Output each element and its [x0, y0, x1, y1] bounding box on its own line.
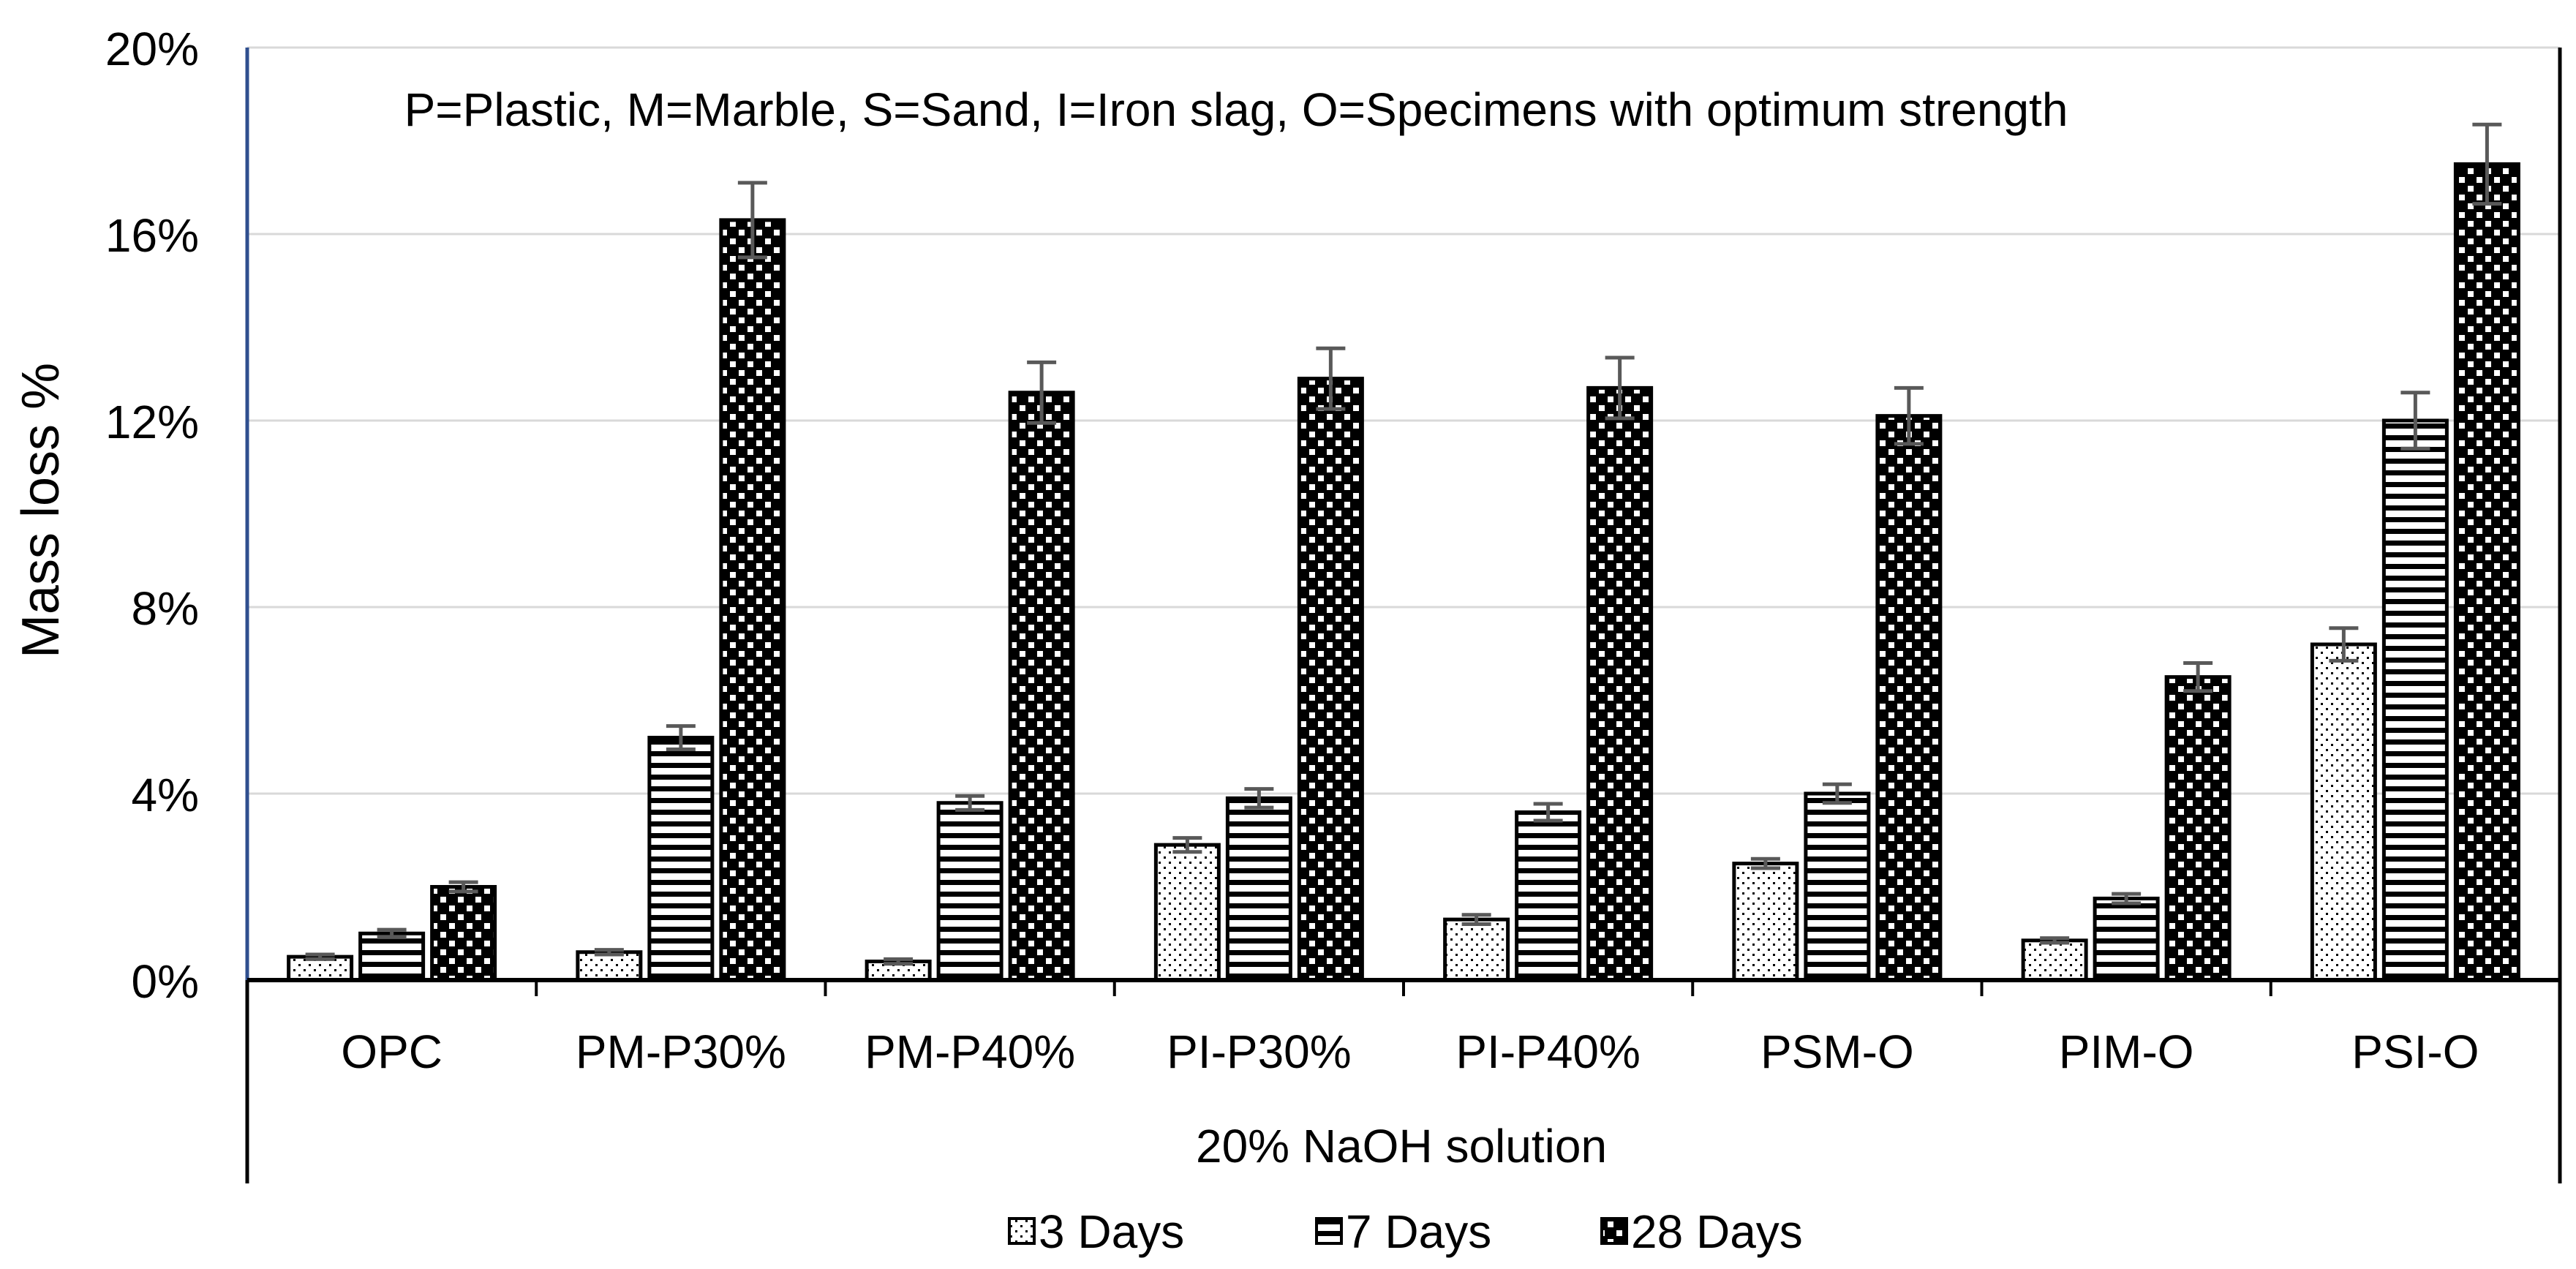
error-bar-pi-p40pct-3-days — [1461, 913, 1491, 926]
bar-opc-28-days — [430, 885, 497, 982]
y-tick-label-2: 8% — [132, 582, 200, 635]
error-bar-psi-o-3-days — [2329, 626, 2359, 663]
y-tick-label-0: 0% — [132, 955, 200, 1008]
bar-psi-o-3-days — [2310, 642, 2377, 982]
error-bar-psi-o-28-days — [2472, 122, 2502, 206]
error-bar-pi-p30pct-3-days — [1172, 836, 1202, 854]
legend-item-3-days: 3 Days — [1008, 1205, 1184, 1258]
error-bar-opc-3-days — [305, 952, 335, 961]
error-bar-opc-28-days — [448, 880, 478, 894]
bar-psi-o-28-days — [2453, 162, 2520, 982]
bar-pi-p30pct-3-days — [1153, 843, 1221, 982]
bar-pm-p40pct-28-days — [1008, 391, 1075, 982]
bar-pim-o-7-days — [2093, 896, 2160, 982]
bars-layer — [287, 162, 2520, 982]
error-bar-pim-o-7-days — [2112, 892, 2142, 905]
bar-psm-o-28-days — [1875, 414, 1943, 982]
legend-label-28-days: 28 Days — [1631, 1205, 1803, 1258]
bar-psm-o-7-days — [1804, 791, 1871, 982]
bar-pi-p40pct-7-days — [1515, 810, 1582, 982]
error-bar-pm-p30pct-7-days — [666, 724, 696, 751]
category-label-pi-p30pct: PI-P30% — [1167, 1025, 1352, 1078]
error-bar-psm-o-3-days — [1750, 856, 1780, 870]
axes-layer — [245, 48, 2562, 1183]
y-tick-labels: 0% 4% 8% 12% 16% 20% — [105, 23, 199, 1008]
y-tick-label-1: 4% — [132, 769, 200, 821]
error-bar-opc-7-days — [377, 927, 407, 939]
bar-pim-o-3-days — [2021, 938, 2088, 982]
legend-swatch-3-days — [1008, 1217, 1036, 1245]
category-label-psi-o: PSI-O — [2351, 1025, 2479, 1078]
legend-item-28-days: 28 Days — [1600, 1205, 1803, 1258]
legend-item-7-days: 7 Days — [1315, 1205, 1491, 1258]
y-tick-label-3: 12% — [105, 396, 199, 448]
bar-pi-p40pct-3-days — [1443, 917, 1510, 982]
error-bar-pm-p30pct-3-days — [594, 948, 624, 957]
error-bar-psi-o-7-days — [2400, 391, 2430, 451]
category-label-pm-p40pct: PM-P40% — [865, 1025, 1075, 1078]
bar-pi-p30pct-28-days — [1297, 377, 1364, 982]
error-bar-pm-p30pct-28-days — [737, 181, 767, 260]
error-bar-pi-p40pct-7-days — [1533, 802, 1563, 823]
category-label-pi-p40pct: PI-P40% — [1455, 1025, 1641, 1078]
bar-pm-p30pct-3-days — [576, 950, 643, 982]
error-bar-pm-p40pct-7-days — [955, 794, 985, 812]
bar-pm-p30pct-28-days — [719, 218, 786, 982]
error-bar-pi-p30pct-28-days — [1316, 346, 1346, 411]
error-bar-pm-p40pct-3-days — [884, 957, 914, 966]
chart-annotation: P=Plastic, M=Marble, S=Sand, I=Iron slag… — [404, 83, 2068, 136]
bar-pi-p30pct-7-days — [1225, 796, 1292, 982]
error-bar-pm-p40pct-28-days — [1027, 360, 1057, 425]
error-bar-pi-p40pct-28-days — [1605, 355, 1635, 421]
error-bar-psm-o-7-days — [1822, 782, 1852, 805]
error-bar-psm-o-28-days — [1894, 385, 1924, 446]
y-axis-label: Mass loss % — [12, 363, 70, 658]
legend: 3 Days 7 Days 28 Days — [1008, 1205, 1803, 1258]
bar-psi-o-7-days — [2381, 418, 2449, 982]
legend-label-3-days: 3 Days — [1039, 1205, 1184, 1258]
bar-pi-p40pct-28-days — [1586, 385, 1654, 982]
category-label-psm-o: PSM-O — [1760, 1025, 1914, 1078]
category-label-pm-p30pct: PM-P30% — [576, 1025, 786, 1078]
bar-pm-p40pct-7-days — [936, 801, 1003, 982]
error-bars-layer — [305, 122, 2502, 966]
legend-swatch-7-days — [1315, 1217, 1343, 1245]
bar-opc-7-days — [358, 931, 426, 982]
bar-psm-o-3-days — [1732, 862, 1799, 982]
category-label-opc: OPC — [341, 1025, 442, 1078]
bar-pim-o-28-days — [2164, 675, 2232, 982]
error-bar-pim-o-28-days — [2183, 661, 2213, 693]
category-label-pim-o: PIM-O — [2059, 1025, 2194, 1078]
y-tick-label-4: 16% — [105, 209, 199, 262]
error-bar-pim-o-3-days — [2040, 936, 2070, 945]
error-bar-pi-p30pct-7-days — [1244, 787, 1274, 810]
x-axis-label: 20% NaOH solution — [1196, 1120, 1607, 1172]
legend-label-7-days: 7 Days — [1346, 1205, 1491, 1258]
bar-pm-p30pct-7-days — [647, 736, 715, 982]
category-labels: OPC PM-P30% PM-P40% PI-P30% PI-P40% PSM-O PIM-… — [341, 1025, 2479, 1078]
legend-swatch-28-days — [1600, 1217, 1628, 1245]
y-tick-label-5: 20% — [105, 23, 199, 75]
